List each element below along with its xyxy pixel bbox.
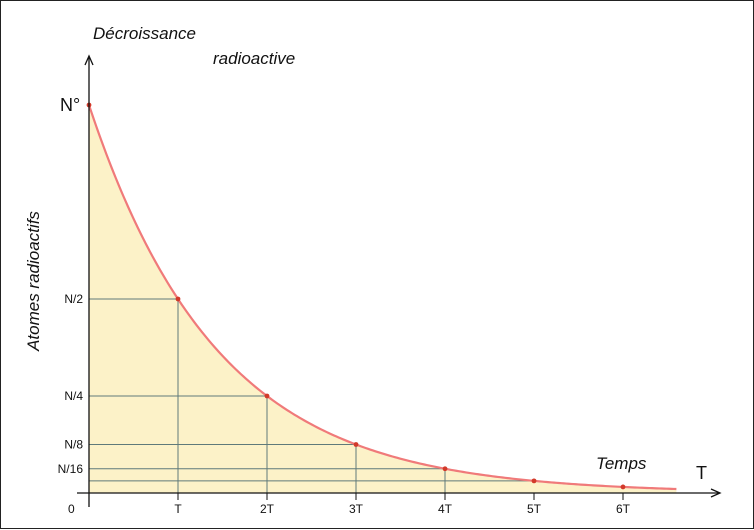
half-life-points [86,102,626,490]
decay-curve [87,104,677,491]
x-tick-label: 4T [438,502,453,516]
x-tick-label: 2T [260,502,275,516]
data-point [353,442,359,447]
y-tick-label: N/4 [64,389,83,403]
y-tick-labels: N/2 N/4 N/8 N/16 [58,292,84,476]
y-origin-label: N° [60,95,80,115]
x-axis-label: Temps [596,454,647,473]
data-point [175,296,181,302]
y-tick-label: N/16 [58,462,84,476]
chart-title-line1: Décroissance [93,24,196,43]
y-axis-arrow [84,54,94,66]
data-point [442,466,448,472]
axes [77,54,722,507]
y-axis-label: Atomes radioactifs [24,211,43,352]
x-tick-label: T [174,502,182,516]
x-axis-arrow [710,488,722,498]
y-tick-label: N/8 [64,438,83,452]
chart-title-line2: radioactive [213,49,295,68]
x-axis-symbol: T [696,463,707,483]
x-tick-label: 6T [616,502,631,516]
origin-label: 0 [68,502,75,516]
data-point [264,393,270,399]
data-point [620,484,626,490]
x-tick-label: 3T [349,502,364,516]
y-tick-label: N/2 [64,292,83,306]
x-tick-labels: T 2T 3T 4T 5T 6T [174,493,631,516]
x-tick-label: 5T [527,502,542,516]
half-life-guides [89,298,534,493]
data-point [531,478,537,484]
